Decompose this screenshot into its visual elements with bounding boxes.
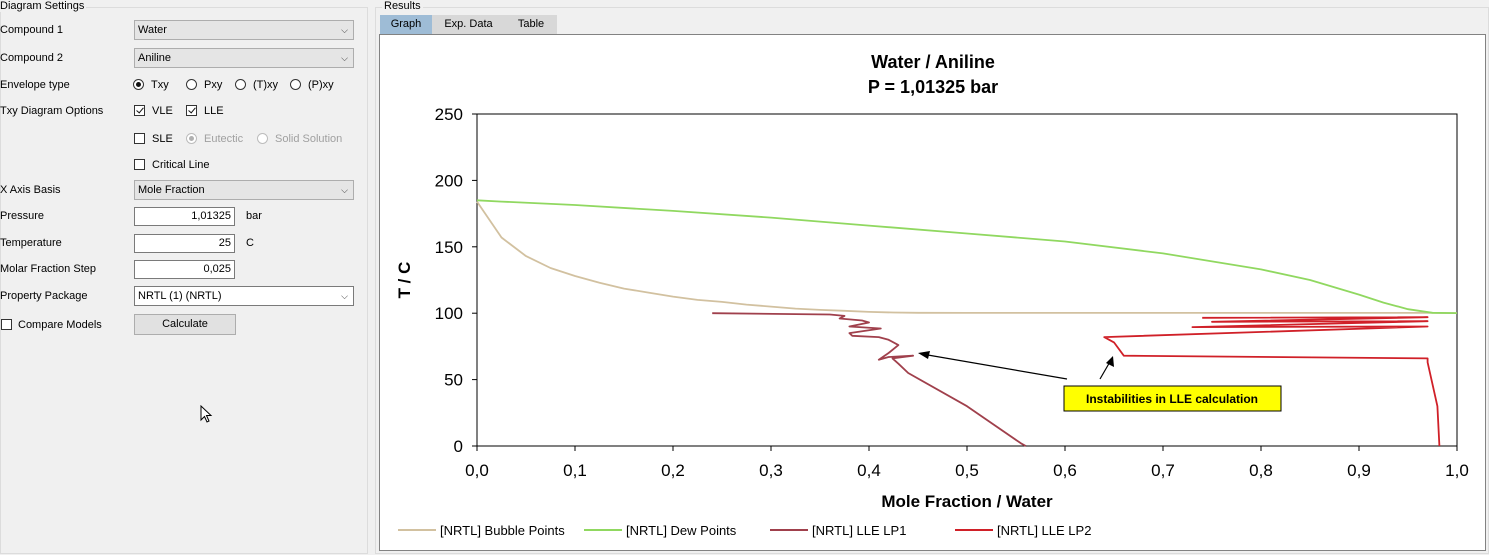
plot-area — [476, 113, 1458, 447]
vle-label: VLE — [152, 105, 173, 117]
sle-checkbox[interactable] — [134, 133, 145, 144]
chart-title: Water / Aniline — [871, 52, 995, 72]
series-line-1 — [476, 201, 1458, 314]
chevron-down-icon: ⌵ — [341, 291, 348, 301]
series-line-4 — [1103, 316, 1441, 447]
critical-line-label: Critical Line — [152, 159, 210, 171]
temperature-label: Temperature — [0, 237, 62, 249]
vle-checkbox[interactable] — [134, 105, 145, 116]
envelope-pxy-paren-label: (P)xy — [308, 79, 334, 91]
chart-subtitle: P = 1,01325 bar — [868, 77, 998, 97]
legend-label: [NRTL] LLE LP2 — [997, 523, 1091, 538]
compound2-label: Compound 2 — [0, 52, 63, 64]
calculate-button[interactable]: Calculate — [134, 314, 236, 335]
compound1-select[interactable]: Water ⌵ — [134, 20, 354, 40]
envelope-pxy-paren-radio[interactable] — [290, 79, 301, 90]
compound1-label: Compound 1 — [0, 24, 63, 36]
solid-solution-label: Solid Solution — [275, 133, 343, 145]
compound2-select[interactable]: Aniline ⌵ — [134, 48, 354, 68]
y-tick-label: 150 — [435, 238, 463, 257]
envelope-txy-paren-radio[interactable] — [235, 79, 246, 90]
chevron-down-icon: ⌵ — [341, 25, 348, 35]
x-tick-label: 0,2 — [661, 461, 685, 480]
tab-graph[interactable]: Graph — [380, 15, 432, 34]
pressure-unit: bar — [246, 210, 262, 222]
temperature-input[interactable]: 25 — [134, 234, 235, 253]
temperature-unit: C — [246, 237, 254, 249]
tab-table[interactable]: Table — [505, 15, 557, 34]
property-package-label: Property Package — [0, 290, 88, 302]
chart-panel: Water / Aniline P = 1,01325 bar 0 50 100 15… — [379, 34, 1486, 551]
series-line-2 — [476, 199, 1458, 314]
x-axis-basis-label: X Axis Basis — [0, 184, 61, 196]
diagram-settings-title: Diagram Settings — [0, 0, 87, 12]
sle-label: SLE — [152, 133, 173, 145]
legend-label: [NRTL] Bubble Points — [440, 523, 565, 538]
envelope-txy-paren-label: (T)xy — [253, 79, 279, 91]
x-tick-label: 0,7 — [1151, 461, 1175, 480]
annotation-text: Instabilities in LLE calculation — [1086, 392, 1258, 406]
pressure-label: Pressure — [0, 210, 45, 222]
y-axis-label: T / C — [395, 262, 414, 299]
txy-chart: Water / Aniline P = 1,01325 bar 0 50 100 15… — [395, 52, 1469, 538]
y-tick-label: 50 — [444, 371, 463, 390]
x-tick-label: 0,1 — [563, 461, 587, 480]
x-tick-label: 1,0 — [1445, 461, 1469, 480]
txy-options-label: Txy Diagram Options — [0, 105, 104, 117]
critical-line-checkbox[interactable] — [134, 159, 145, 170]
compound1-value: Water — [138, 24, 167, 36]
x-tick-label: 0,3 — [759, 461, 783, 480]
legend-label: [NRTL] Dew Points — [626, 523, 737, 538]
annotation-box — [1063, 385, 1282, 412]
x-axis-basis-select[interactable]: Mole Fraction ⌵ — [134, 180, 354, 200]
envelope-txy-radio[interactable] — [133, 79, 144, 90]
x-tick-label: 0,6 — [1053, 461, 1077, 480]
tab-exp-data[interactable]: Exp. Data — [432, 15, 505, 34]
envelope-type-label: Envelope type — [0, 79, 70, 91]
property-package-value: NRTL (1) (NRTL) — [138, 290, 222, 302]
molar-fraction-step-input[interactable]: 0,025 — [134, 260, 235, 279]
x-tick-label: 0,9 — [1347, 461, 1371, 480]
eutectic-radio[interactable] — [186, 133, 197, 144]
annotation-arrowhead-right — [1106, 356, 1114, 367]
compound2-value: Aniline — [138, 52, 172, 64]
y-tick-label: 0 — [454, 437, 463, 456]
y-tick-label: 250 — [435, 105, 463, 124]
x-axis-basis-value: Mole Fraction — [138, 184, 205, 196]
diagram-settings-group — [0, 7, 368, 554]
x-tick-label: 0,5 — [955, 461, 979, 480]
series-line-3 — [712, 312, 1027, 447]
chevron-down-icon: ⌵ — [341, 53, 348, 63]
legend-label: [NRTL] LLE LP1 — [812, 523, 906, 538]
x-axis-label: Mole Fraction / Water — [881, 492, 1053, 511]
pressure-input[interactable]: 1,01325 — [134, 207, 235, 226]
solid-solution-radio[interactable] — [257, 133, 268, 144]
envelope-txy-label: Txy — [151, 79, 169, 91]
y-tick-label: 100 — [435, 304, 463, 323]
property-package-select[interactable]: NRTL (1) (NRTL) ⌵ — [134, 286, 354, 306]
x-tick-label: 0,4 — [857, 461, 881, 480]
envelope-pxy-label: Pxy — [204, 79, 223, 91]
annotation-arrow-left — [921, 353, 1068, 380]
lle-checkbox[interactable] — [186, 105, 197, 116]
envelope-pxy-radio[interactable] — [186, 79, 197, 90]
compare-models-label: Compare Models — [18, 319, 102, 331]
chevron-down-icon: ⌵ — [341, 185, 348, 195]
eutectic-label: Eutectic — [204, 133, 244, 145]
annotation-arrowhead-left — [918, 351, 930, 359]
compare-models-checkbox[interactable] — [1, 319, 12, 330]
y-tick-label: 200 — [435, 171, 463, 190]
lle-label: LLE — [204, 105, 224, 117]
molar-fraction-step-label: Molar Fraction Step — [0, 263, 96, 275]
x-tick-label: 0,8 — [1249, 461, 1273, 480]
mouse-cursor-icon — [200, 405, 213, 423]
results-title: Results — [382, 0, 423, 12]
x-tick-label: 0,0 — [465, 461, 489, 480]
